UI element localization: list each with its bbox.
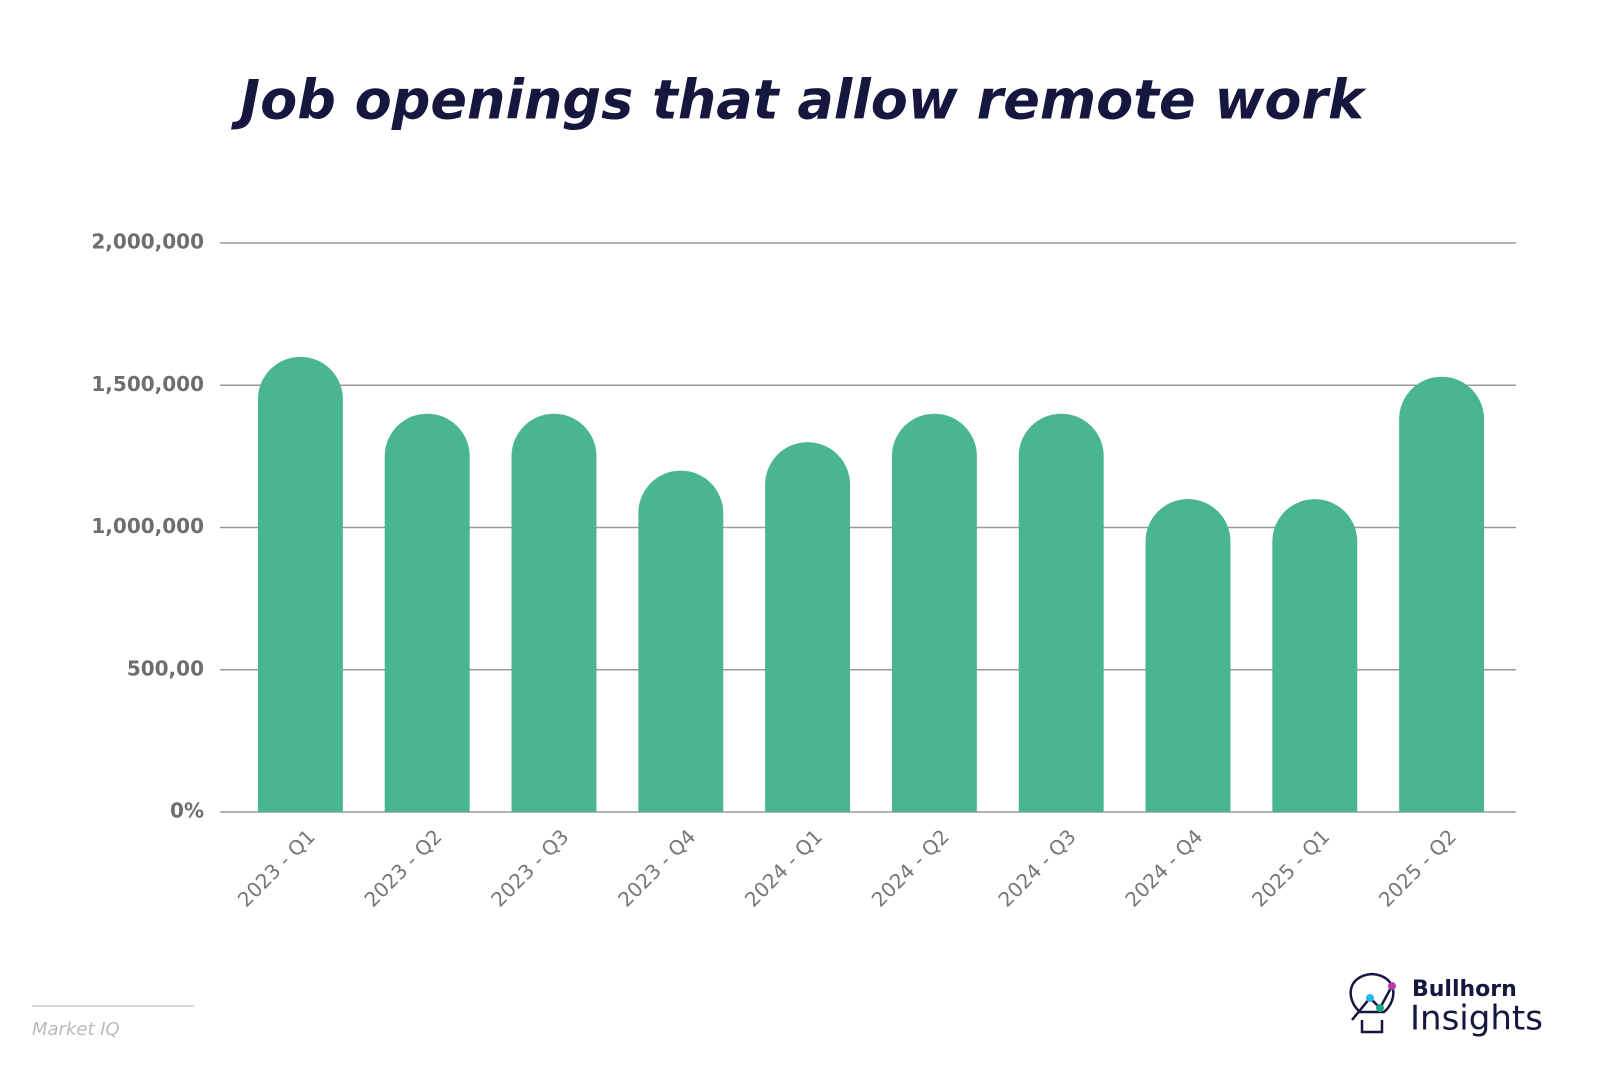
x-tick-label: 2024 - Q3 [993,824,1080,911]
x-tick-label: 2024 - Q4 [1120,824,1207,911]
bar [1399,376,1485,812]
source: Market IQ [32,1019,120,1040]
bar [1272,499,1358,812]
y-tick-label: 1,000,000 [91,514,204,538]
y-tick-label: 0% [170,799,204,823]
logo-icon [1349,972,1396,1034]
bar [511,413,597,812]
bar [384,413,470,812]
bar [638,470,724,812]
x-tick-label: 2023 - Q4 [613,824,700,911]
product: Insights [1410,999,1543,1039]
y-tick-label: 1,500,000 [91,372,204,396]
brand: Bullhorn [1412,977,1517,1002]
x-tick-label: 2025 - Q1 [1247,824,1334,911]
x-tick-label: 2024 - Q1 [740,824,827,911]
bar [891,413,977,812]
bar [765,442,851,812]
x-tick-label: 2023 - Q3 [486,824,573,911]
x-tick-label: 2025 - Q2 [1374,824,1461,911]
y-tick-label: 500,00 [127,656,204,680]
chart-title: Job openings that allow remote work [231,69,1367,132]
bar [257,356,343,812]
bar [1145,499,1231,812]
x-tick-label: 2023 - Q2 [359,824,446,911]
x-tick-label: 2023 - Q1 [233,824,320,911]
y-tick-label: 2,000,000 [91,230,204,254]
bar [1018,413,1104,812]
x-tick-label: 2024 - Q2 [867,824,954,911]
